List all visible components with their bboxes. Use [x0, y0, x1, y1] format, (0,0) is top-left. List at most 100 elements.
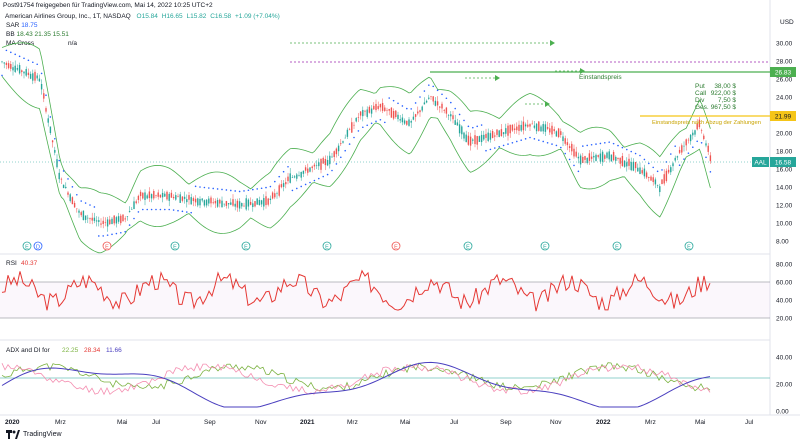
einstand-price-tag	[770, 67, 796, 77]
event-marker-icon	[612, 241, 622, 251]
event-marker-label: E	[466, 244, 470, 250]
candlesticks	[1, 60, 712, 232]
event-marker-icon	[684, 241, 694, 251]
time-axis-tick: Sep	[204, 419, 216, 426]
ohlc-low-label: L	[186, 13, 191, 20]
adx-axis[interactable]: 40.00 20.00 0.00	[776, 355, 793, 416]
ohlc-close-label: C	[210, 13, 215, 20]
put-price-tag-text: 21.99	[775, 114, 792, 121]
ohlc-change: +1.09 (+7.04%)	[235, 13, 280, 20]
event-marker-label: E	[615, 244, 619, 250]
aal-symbol-tag-text: AAL	[754, 160, 767, 167]
rsi-axis-tick: 60.00	[776, 280, 793, 287]
event-marker-label: E	[25, 244, 29, 250]
ges-value: 967,50 $	[711, 104, 737, 111]
event-marker-label: E	[325, 244, 329, 250]
event-marker-label: D	[36, 244, 40, 250]
put-value: 38,00 $	[714, 83, 736, 90]
einstandspreis-label[interactable]: Einstandspreis	[579, 74, 622, 81]
symbol-legend[interactable]: American Airlines Group, Inc., 1T, NASDA…	[5, 13, 280, 20]
price-axis-tick: 14.00	[776, 185, 793, 192]
rsi-line	[1, 269, 711, 312]
event-marker-label: E	[105, 244, 109, 250]
ohlc-high: 16.65	[166, 13, 183, 20]
price-axis-tick: 26.00	[776, 77, 793, 84]
last-price-tag-text: 16.58	[775, 160, 792, 167]
rsi-axis[interactable]: 80.00 60.00 40.00 20.00	[776, 262, 793, 323]
ma-cross-value: n/a	[67, 40, 78, 47]
dashed-arrows[interactable]	[290, 42, 580, 105]
last-price-tag	[770, 157, 796, 167]
event-marker-icon	[102, 241, 112, 251]
adx-label[interactable]: ADX and DI for	[6, 347, 51, 354]
time-axis-tick: 2020	[5, 419, 20, 426]
ohlc-close: 16.58	[214, 13, 232, 20]
ges-label: Ges.	[695, 104, 709, 111]
price-axis-tick: 28.00	[776, 59, 793, 66]
price-axis-tick: 20.00	[776, 131, 793, 138]
time-axis-tick: Nov	[255, 419, 267, 426]
time-axis-tick: Jul	[745, 419, 754, 426]
event-marker-icon	[22, 241, 32, 251]
ohlc-low: 15.82	[190, 13, 207, 20]
einstand-price-tag-text: 26.83	[775, 70, 792, 77]
event-marker-icon	[33, 241, 43, 251]
time-axis-tick: Mai	[695, 419, 705, 426]
adx-axis-tick: 40.00	[776, 355, 793, 362]
call-label: Call	[695, 90, 707, 97]
time-axis-tick: 2022	[596, 419, 611, 426]
symbol-name[interactable]: American Airlines Group, Inc., 1T, NASDA…	[5, 13, 131, 20]
event-marker-icon	[241, 241, 251, 251]
rsi-value: 40.37	[21, 260, 38, 267]
price-axis-tick: 18.00	[776, 149, 793, 156]
bb-label: BB	[6, 31, 15, 38]
time-axis-tick: Mrz	[55, 419, 66, 426]
time-axis-tick: Mai	[400, 419, 410, 426]
rsi-band	[0, 282, 770, 318]
time-axis-tick: Mrz	[347, 419, 358, 426]
event-marker-label: E	[394, 244, 398, 250]
time-axis-tick: 2021	[300, 419, 315, 426]
ma-cross-legend[interactable]: MA Cross n/a	[6, 40, 77, 47]
put-price-tag	[770, 111, 796, 121]
currency-label[interactable]: USD	[780, 19, 794, 26]
event-marker-label: E	[173, 244, 177, 250]
time-axis-tick: Jul	[450, 419, 459, 426]
put-label: Put	[695, 83, 705, 90]
sar-label: SAR	[6, 22, 20, 29]
call-value: 922,00 $	[711, 90, 737, 97]
tradingview-logo-icon	[6, 430, 20, 439]
event-marker-icon	[322, 241, 332, 251]
tradingview-footer[interactable]: TradingView	[6, 430, 62, 439]
time-axis-tick: Sep	[500, 419, 512, 426]
price-axis-tick: 12.00	[776, 203, 793, 210]
payments-summary[interactable]: Put 38,00 $ Call 922,00 $ Div 7,50 $ Ges…	[695, 83, 736, 111]
time-axis[interactable]: 2020 Mrz Mai Jul Sep Nov 2021 Mrz Mai Jul Sep Nov 20…	[5, 419, 754, 426]
price-axis-tick: 10.00	[776, 221, 793, 228]
event-marker-label: E	[543, 244, 547, 250]
event-marker-label: E	[244, 244, 248, 250]
sar-value: 18.75	[21, 22, 38, 29]
sar-legend[interactable]: SAR 18.75	[6, 22, 37, 29]
price-axis-tick: 30.00	[776, 41, 793, 48]
adx-line	[1, 361, 711, 408]
bb-legend[interactable]: BB 18.43 21.35 15.51	[6, 31, 69, 38]
aal-symbol-tag	[752, 157, 769, 167]
price-axis-tick: 24.00	[776, 95, 793, 102]
di-plus-line	[1, 362, 711, 392]
event-marker-label: E	[687, 244, 691, 250]
rsi-label[interactable]: RSI	[6, 260, 17, 267]
di-minus-line	[1, 362, 711, 396]
adx-value-3: 11.66	[106, 347, 122, 354]
div-value: 7,50 $	[718, 97, 736, 104]
event-marker-icon	[463, 241, 473, 251]
bb-values: 18.43 21.35 15.51	[16, 31, 69, 38]
einstand-abzug-label[interactable]: Einstandspreis nach Abzug der Zahlungen	[652, 120, 761, 126]
parabolic-sar-dots	[1, 49, 712, 237]
ma-cross-label: MA Cross	[6, 40, 35, 47]
event-marker-icon	[391, 241, 401, 251]
time-axis-tick: Mai	[117, 419, 127, 426]
price-axis-tick: 16.00	[776, 167, 793, 174]
